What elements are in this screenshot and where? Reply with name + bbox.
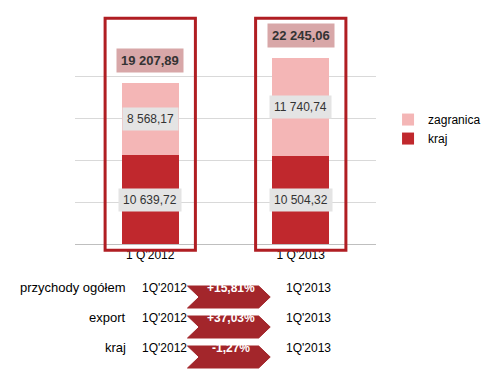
svg-text:przychody ogółem: przychody ogółem (20, 280, 126, 295)
svg-text:1Q'2012: 1Q'2012 (142, 281, 187, 295)
svg-text:1 Q'2013: 1 Q'2013 (277, 248, 326, 262)
svg-text:zagranica: zagranica (428, 113, 480, 127)
svg-text:8 568,17: 8 568,17 (127, 112, 174, 126)
svg-text:11 740,74: 11 740,74 (274, 100, 327, 114)
svg-text:kraj: kraj (428, 132, 447, 146)
svg-text:22 245,06: 22 245,06 (272, 28, 330, 43)
svg-text:19 207,89: 19 207,89 (121, 53, 179, 68)
svg-text:10 504,32: 10 504,32 (274, 193, 328, 207)
svg-text:10 639,72: 10 639,72 (123, 193, 177, 207)
svg-text:-1,27%: -1,27% (212, 341, 250, 355)
svg-text:1Q'2012: 1Q'2012 (142, 341, 187, 355)
svg-text:1Q'2013: 1Q'2013 (286, 341, 331, 355)
svg-text:kraj: kraj (105, 340, 126, 355)
svg-text:1Q'2013: 1Q'2013 (286, 281, 331, 295)
svg-text:1Q'2012: 1Q'2012 (142, 311, 187, 325)
svg-text:export: export (89, 310, 126, 325)
svg-text:1Q'2013: 1Q'2013 (286, 311, 331, 325)
svg-text:+15,81%: +15,81% (207, 281, 255, 295)
svg-text:+37,03%: +37,03% (207, 311, 255, 325)
svg-text:1 Q'2012: 1 Q'2012 (126, 248, 175, 262)
